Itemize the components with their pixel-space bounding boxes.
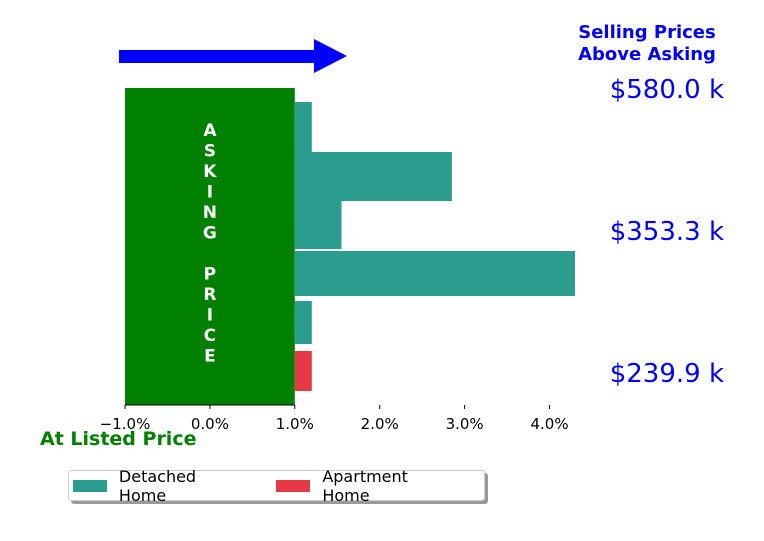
chart-legend: Detached Home Apartment Home [68,467,485,505]
x-tick-label: 3.0% [446,415,484,433]
legend-item-apartment: Apartment Home [276,467,456,505]
asking-price-letter: E [204,347,216,367]
header-label-line-1: Selling Prices [578,22,715,43]
asking-price-letter: C [204,326,216,346]
apartment-bar-6 [294,351,312,391]
asking-price-letter: K [203,162,217,182]
right-arrow-icon [119,39,347,73]
price-label-top: $580.0 k [610,75,724,105]
legend-label-apartment: Apartment Home [322,466,408,505]
x-tick-label: 2.0% [361,415,399,433]
detached-bar-2 [294,152,452,201]
x-tick-label: 4.0% [530,415,568,433]
legend-swatch-detached [73,479,107,492]
header-label-line-2: Above Asking [578,44,716,65]
asking-price-letter: A [203,121,217,141]
footer-label: At Listed Price [40,428,196,450]
asking-price-band [125,88,295,405]
asking-price-letter: S [204,142,216,162]
x-tick-label: 1.0% [276,415,314,433]
asking-price-letter: G [203,224,217,244]
legend-item-detached: Detached Home [73,467,244,505]
detached-bar-5 [294,301,312,344]
price-label-bottom: $239.9 k [610,359,724,389]
x-tick-label: 0.0% [191,415,229,433]
detached-bar-1 [294,102,312,152]
price-label-middle: $353.3 k [610,217,724,247]
legend-swatch-apartment [276,479,311,492]
asking-price-letter: I [207,306,213,326]
detached-bar-4 [294,251,575,296]
asking-price-letter: R [203,285,216,305]
detached-bar-3 [294,201,342,249]
x-tick-label: −1.0% [100,415,151,433]
asking-price-letter: I [207,183,213,203]
asking-price-letter: P [204,265,216,285]
legend-label-detached: Detached Home [118,466,197,505]
asking-price-letter: N [203,203,217,223]
